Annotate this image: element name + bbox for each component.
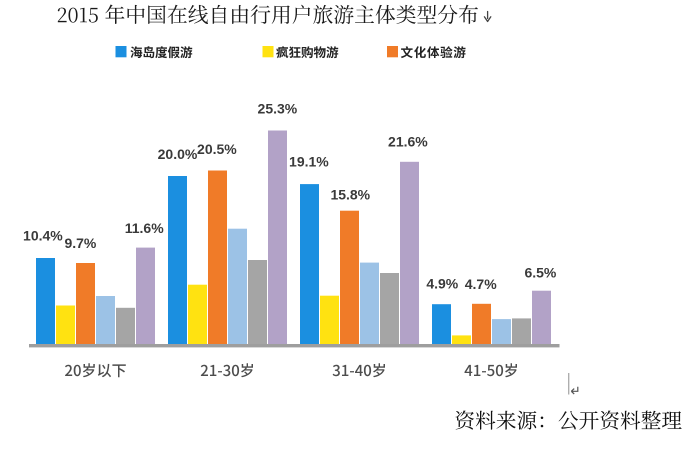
svg-text:6.5%: 6.5% [524, 265, 556, 281]
svg-text:20.5%: 20.5% [197, 141, 237, 157]
svg-text:19.1%: 19.1% [289, 154, 329, 170]
svg-text:25.3%: 25.3% [258, 100, 298, 116]
svg-text:4.9%: 4.9% [426, 276, 458, 292]
svg-text:11.6%: 11.6% [125, 220, 164, 236]
svg-text:15.8%: 15.8% [330, 187, 370, 203]
svg-text:10.4%: 10.4% [23, 227, 63, 243]
svg-text:4.7%: 4.7% [465, 276, 497, 292]
svg-text:21.6%: 21.6% [388, 134, 428, 150]
svg-text:9.7%: 9.7% [64, 235, 96, 251]
svg-text:20.0%: 20.0% [158, 146, 198, 162]
